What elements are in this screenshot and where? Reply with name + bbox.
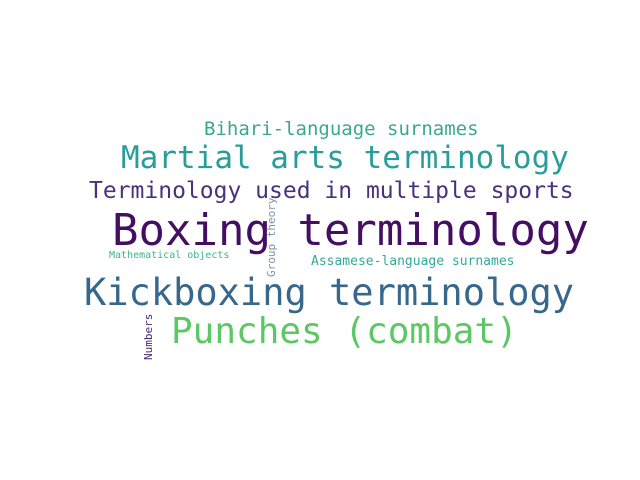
word-assamese-language-surnames: Assamese-language surnames — [311, 254, 515, 269]
word-punches-combat: Punches (combat) — [171, 311, 518, 352]
word-mathematical-objects: Mathematical objects — [109, 250, 230, 261]
word-kickboxing-terminology: Kickboxing terminology — [84, 271, 575, 314]
word-martial-arts-terminology: Martial arts terminology — [121, 140, 569, 176]
word-terminology-used-in-multiple-sports: Terminology used in multiple sports — [89, 178, 574, 204]
word-numbers: Numbers — [142, 313, 155, 360]
word-bihari-language-surnames: Bihari-language surnames — [204, 118, 479, 140]
word-boxing-terminology: Boxing terminology — [112, 205, 589, 256]
word-group-theory: Group theory — [265, 197, 278, 277]
